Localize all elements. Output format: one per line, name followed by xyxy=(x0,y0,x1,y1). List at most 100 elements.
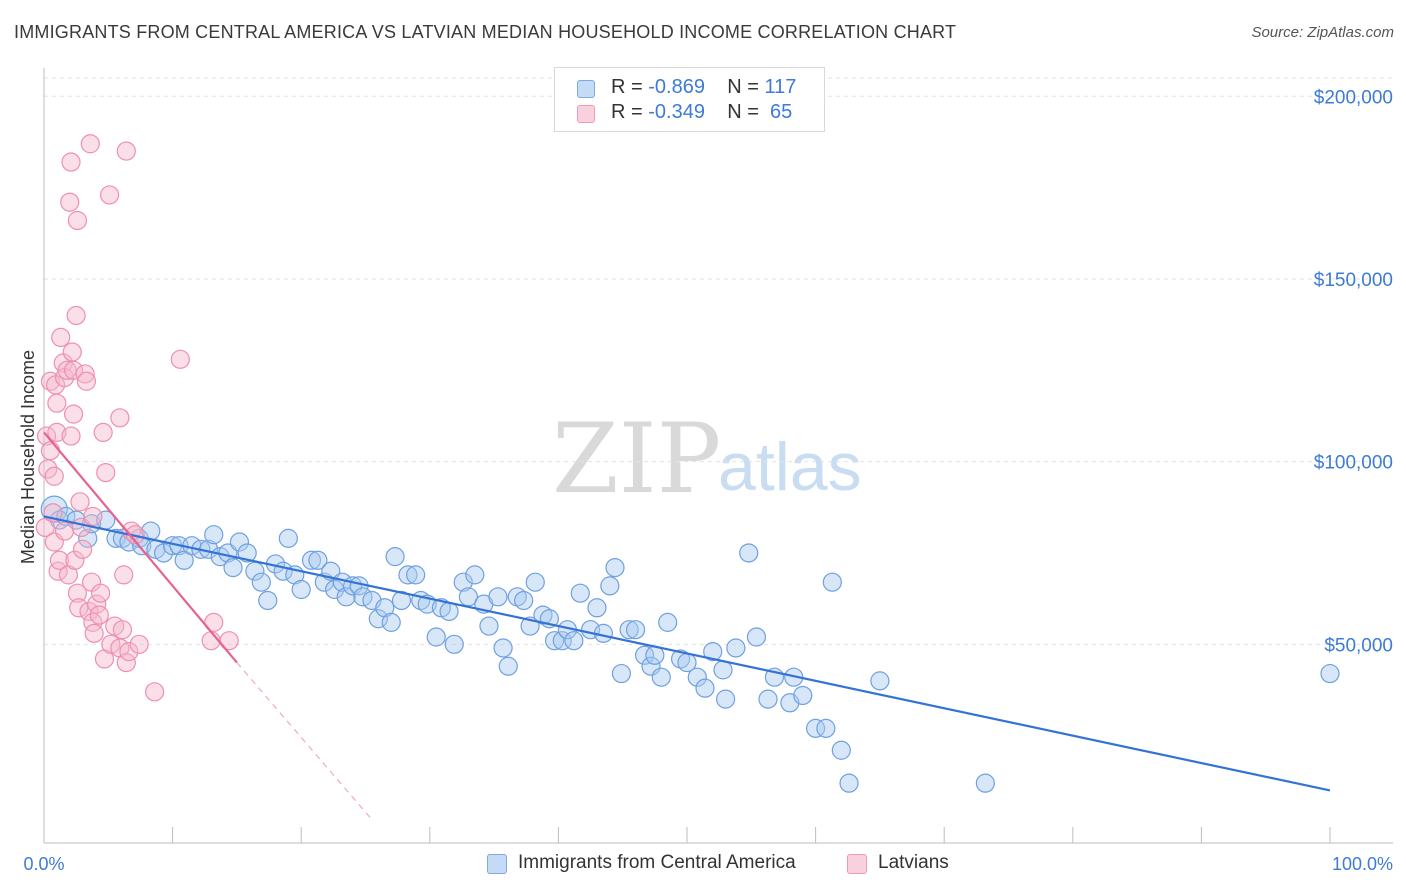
point-immigrants xyxy=(805,718,826,738)
point-immigrants xyxy=(229,532,250,552)
watermark-atlas: atlas xyxy=(718,429,862,505)
point-immigrants xyxy=(605,557,625,578)
point-latvians xyxy=(204,612,224,632)
point-latvians xyxy=(60,192,80,212)
point-latvians xyxy=(99,185,120,205)
r-label: R = xyxy=(611,101,643,123)
point-latvians xyxy=(47,422,67,443)
point-immigrants xyxy=(600,576,620,596)
y-tick-label: $150,000 xyxy=(1314,270,1393,291)
legend-label: Immigrants from Central America xyxy=(518,852,796,873)
point-immigrants xyxy=(444,634,464,654)
point-immigrants xyxy=(426,627,446,647)
r-value: -0.869 xyxy=(648,76,705,98)
point-latvians xyxy=(119,642,139,662)
point-immigrants xyxy=(385,547,405,567)
point-immigrants xyxy=(525,572,545,592)
point-latvians xyxy=(70,492,90,512)
point-latvians xyxy=(89,605,109,625)
point-immigrants xyxy=(291,579,311,600)
y-tick-label: $200,000 xyxy=(1314,87,1393,108)
point-immigrants xyxy=(619,620,639,640)
point-immigrants xyxy=(587,598,607,618)
point-latvians xyxy=(75,364,95,384)
point-immigrants xyxy=(368,609,388,629)
point-latvians xyxy=(80,134,100,154)
point-immigrants xyxy=(651,667,671,687)
point-immigrants xyxy=(687,667,707,687)
point-immigrants xyxy=(453,572,473,592)
point-immigrants xyxy=(479,616,499,636)
x-tick-labels: 0.0% 100.0% xyxy=(23,854,1393,874)
point-immigrants xyxy=(507,587,527,607)
axes xyxy=(43,68,1393,844)
point-latvians xyxy=(219,631,239,651)
legend-swatch-blue xyxy=(487,854,507,874)
point-immigrants xyxy=(634,645,655,665)
point-immigrants xyxy=(746,627,767,647)
point-latvians xyxy=(61,152,81,172)
trend-line-latvians xyxy=(43,431,238,664)
point-latvians xyxy=(67,210,88,231)
y-tick-label: $50,000 xyxy=(1324,635,1393,656)
point-immigrants xyxy=(552,631,572,651)
source-attribution[interactable]: Source: ZipAtlas.com xyxy=(1251,24,1394,41)
point-immigrants xyxy=(533,605,553,625)
point-immigrants xyxy=(670,649,691,669)
point-latvians xyxy=(40,441,61,461)
point-latvians xyxy=(83,506,103,527)
point-latvians xyxy=(63,404,84,424)
point-immigrants xyxy=(308,550,328,570)
point-immigrants xyxy=(544,631,565,651)
point-latvians xyxy=(67,583,88,603)
point-immigrants xyxy=(570,583,590,603)
point-immigrants xyxy=(703,642,723,662)
r-label: R = xyxy=(611,76,643,98)
point-latvians xyxy=(49,550,70,570)
point-latvians xyxy=(96,462,116,483)
y-axis-label: Median Household Income xyxy=(18,350,38,564)
point-immigrants xyxy=(465,565,485,585)
point-immigrants xyxy=(564,631,584,651)
point-latvians xyxy=(116,141,136,161)
point-immigrants xyxy=(975,773,995,793)
n-value: 65 xyxy=(770,101,793,123)
point-latvians xyxy=(79,601,99,622)
series-latvians xyxy=(35,134,239,702)
point-immigrants xyxy=(336,587,356,607)
point-latvians xyxy=(93,422,113,443)
y-tick-labels: $50,000 $100,000 $150,000 $200,000 xyxy=(1314,87,1393,656)
point-latvians xyxy=(129,634,149,654)
point-latvians xyxy=(90,583,111,603)
point-latvians xyxy=(38,459,58,479)
point-immigrants xyxy=(488,587,508,607)
point-latvians xyxy=(112,620,133,640)
x-tick-label-min: 0.0% xyxy=(23,854,64,874)
point-latvians xyxy=(61,426,81,446)
point-immigrants xyxy=(758,689,778,709)
point-immigrants xyxy=(398,565,418,585)
point-immigrants xyxy=(498,656,518,676)
watermark-zip: ZIP xyxy=(552,403,721,515)
point-immigrants xyxy=(325,579,345,600)
point-latvians xyxy=(76,371,97,391)
point-latvians xyxy=(62,342,82,362)
point-immigrants xyxy=(695,678,715,698)
point-immigrants xyxy=(658,612,678,632)
point-immigrants xyxy=(301,550,322,570)
trend-lines xyxy=(43,431,1331,821)
point-immigrants xyxy=(237,543,257,563)
n-label: N = xyxy=(727,101,759,123)
chart-title: IMMIGRANTS FROM CENTRAL AMERICA VS LATVI… xyxy=(14,22,957,42)
legend-row-text: R = -0.349 N = 65 xyxy=(611,101,792,124)
point-latvians xyxy=(54,521,75,541)
point-immigrants xyxy=(278,528,298,548)
point-latvians xyxy=(84,623,104,643)
point-immigrants xyxy=(251,572,271,592)
legend-row-text: R = -0.869 N = 117 xyxy=(611,76,796,99)
legend-label: Latvians xyxy=(878,852,949,873)
n-value: 117 xyxy=(764,76,797,98)
point-immigrants xyxy=(258,590,278,611)
point-latvians xyxy=(66,305,86,326)
